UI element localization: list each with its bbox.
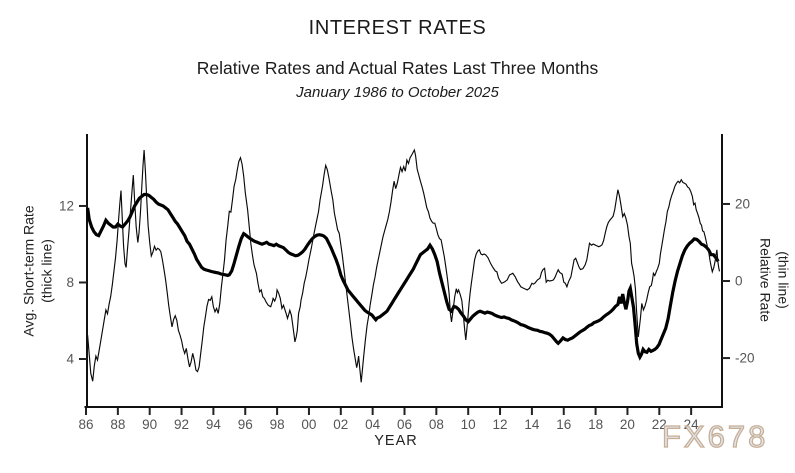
thick-line-series bbox=[86, 192, 720, 361]
thin-line-series bbox=[87, 148, 721, 383]
left-tick-label: 4 bbox=[66, 351, 74, 366]
x-tick-label: 20 bbox=[620, 417, 635, 432]
x-tick-label: 04 bbox=[365, 417, 381, 432]
x-tick-label: 90 bbox=[142, 417, 157, 432]
x-tick-label: 06 bbox=[397, 417, 412, 432]
left-axis-title-line2: (thick line) bbox=[39, 239, 55, 303]
x-tick-label: 00 bbox=[301, 417, 316, 432]
x-tick-label: 86 bbox=[78, 417, 93, 432]
x-tick-label: 92 bbox=[174, 417, 189, 432]
x-tick-label: 14 bbox=[524, 417, 540, 432]
left-tick-label: 8 bbox=[66, 275, 74, 290]
left-tick-label: 12 bbox=[59, 198, 74, 213]
x-tick-label: 02 bbox=[333, 417, 348, 432]
x-tick-label: 94 bbox=[206, 417, 222, 432]
left-axis-title: Avg. Short-term Rate (thick line) bbox=[20, 205, 57, 336]
x-tick-label: 10 bbox=[461, 417, 476, 432]
x-tick-label: 18 bbox=[588, 417, 603, 432]
right-tick-label: 0 bbox=[735, 274, 743, 289]
x-tick-label: 24 bbox=[684, 417, 700, 432]
chart-subtitle: Relative Rates and Actual Rates Last Thr… bbox=[196, 58, 599, 78]
right-tick-label: -20 bbox=[735, 351, 755, 366]
watermark: FX678 bbox=[661, 418, 769, 454]
right-axis-title: (thin line) Relative Rate bbox=[756, 238, 793, 322]
right-tick-label: 20 bbox=[735, 196, 750, 211]
page-title: INTEREST RATES bbox=[308, 17, 487, 39]
x-tick-label: 98 bbox=[270, 417, 285, 432]
x-axis-title: YEAR bbox=[374, 433, 418, 449]
right-axis-title-line1: Relative Rate bbox=[757, 237, 773, 323]
x-tick-label: 96 bbox=[238, 417, 253, 432]
chart-date-range: January 1986 to October 2025 bbox=[296, 84, 499, 101]
right-axis-title-line2: (thin line) bbox=[775, 251, 792, 309]
x-tick-label: 22 bbox=[652, 417, 667, 432]
left-axis-title-line1: Avg. Short-term Rate bbox=[20, 205, 37, 337]
x-tick-label: 16 bbox=[556, 417, 571, 432]
x-tick-label: 12 bbox=[493, 417, 508, 432]
x-tick-label: 08 bbox=[429, 417, 444, 432]
x-tick-label: 88 bbox=[110, 417, 125, 432]
